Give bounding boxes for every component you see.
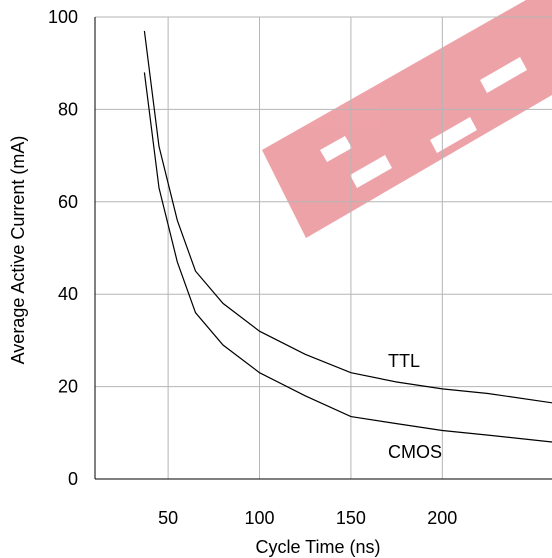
y-tick-label-100: 100 [48, 7, 78, 27]
grid [95, 16, 552, 479]
x-tick-label-50: 50 [158, 508, 178, 528]
y-tick-label-20: 20 [58, 377, 78, 397]
y-tick-label-0: 0 [68, 469, 78, 489]
series-line-ttl [143, 30, 552, 404]
series-lines [143, 30, 552, 443]
x-axis-label: Cycle Time (ns) [255, 537, 380, 557]
tick-labels: 0 20 40 60 80 100 50 100 150 200 [48, 7, 457, 528]
x-tick-label-200: 200 [427, 508, 457, 528]
y-tick-label-60: 60 [58, 192, 78, 212]
watermark-logo [262, 0, 552, 238]
y-axis-label: Average Active Current (mA) [8, 136, 28, 365]
axes [94, 17, 552, 480]
x-tick-label-150: 150 [336, 508, 366, 528]
series-label-ttl: TTL [388, 351, 420, 371]
series-label-cmos: CMOS [388, 442, 442, 462]
y-tick-label-80: 80 [58, 99, 78, 119]
y-tick-label-40: 40 [58, 284, 78, 304]
x-tick-label-100: 100 [244, 508, 274, 528]
series-line-cmos [143, 72, 552, 443]
